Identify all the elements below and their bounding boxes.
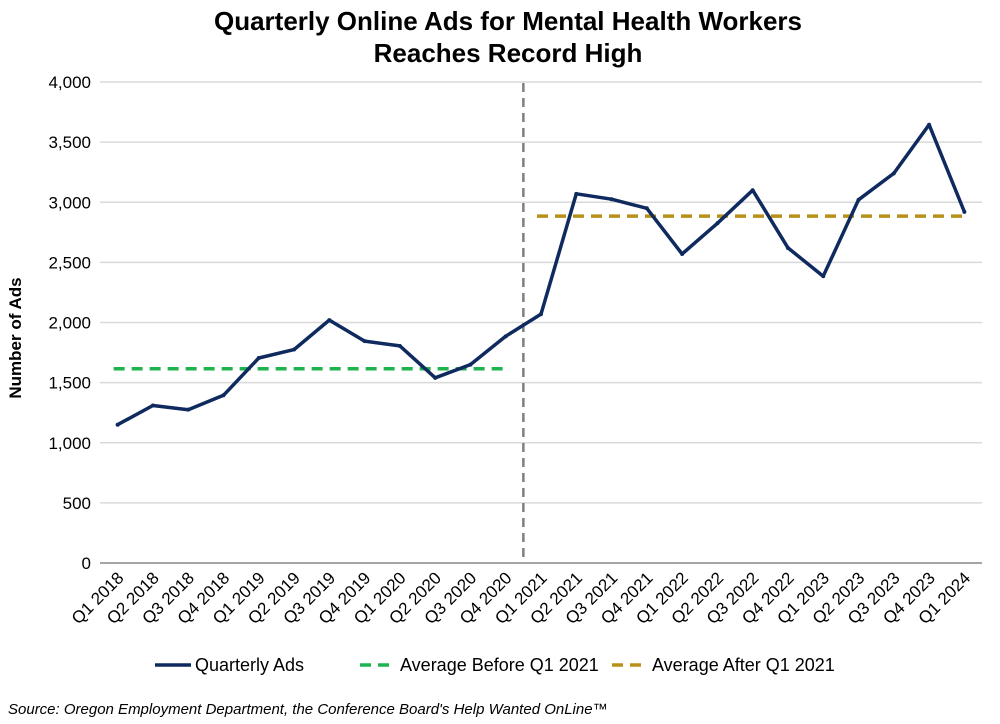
legend-label: Average Before Q1 2021	[400, 655, 599, 675]
quarterly-ads-point	[856, 197, 861, 202]
quarterly-ads-point	[891, 171, 896, 176]
y-axis-ticks: 0 500 1,000 1,500 2,000 2,500 3,000 3,500 4,000	[48, 73, 91, 573]
quarterly-ads-point	[644, 206, 649, 211]
quarterly-ads-point	[680, 251, 685, 256]
legend-label: Average After Q1 2021	[652, 655, 835, 675]
quarterly-ads-point	[539, 312, 543, 317]
quarterly-ads-point	[750, 188, 755, 193]
y-tick-label: 1,000	[48, 434, 91, 453]
quarterly-ads-point	[362, 339, 367, 344]
quarterly-ads-point	[150, 403, 155, 408]
quarterly-ads-point	[927, 122, 932, 127]
y-tick-label: 3,500	[48, 133, 91, 152]
gridlines	[100, 81, 982, 564]
quarterly-ads-point	[785, 245, 790, 250]
y-tick-label: 2,500	[48, 253, 91, 272]
quarterly-ads-point	[468, 362, 473, 367]
quarterly-ads-point	[186, 407, 191, 412]
quarterly-ads-point	[327, 318, 332, 323]
legend-label: Quarterly Ads	[195, 655, 304, 675]
chart-title-line-1: Quarterly Online Ads for Mental Health W…	[214, 6, 802, 36]
quarterly-ads-point	[821, 274, 826, 279]
quarterly-ads-point	[503, 334, 508, 339]
quarterly-ads-point	[609, 197, 614, 202]
chart-title-line-2: Reaches Record High	[374, 38, 643, 68]
quarterly-ads-point	[715, 221, 720, 226]
quarterly-ads-point	[292, 347, 297, 352]
source-note: Source: Oregon Employment Department, th…	[8, 701, 608, 718]
quarterly-ads-point	[256, 355, 261, 360]
quarterly-ads-point	[574, 191, 579, 196]
y-tick-label: 3,000	[48, 193, 91, 212]
quarterly-ads-line	[115, 122, 967, 427]
quarterly-ads-point	[397, 343, 402, 348]
quarterly-ads-point	[433, 375, 438, 380]
y-tick-label: 0	[82, 554, 91, 573]
quarterly-ads-point	[962, 209, 967, 214]
y-tick-label: 4,000	[48, 73, 91, 92]
y-tick-label: 1,500	[48, 374, 91, 393]
quarterly-ads-point	[115, 422, 120, 427]
y-tick-label: 500	[63, 494, 91, 513]
y-tick-label: 2,000	[48, 314, 91, 333]
plot-area	[113, 83, 969, 563]
quarterly-ads-point	[221, 393, 226, 398]
legend: Quarterly Ads Average Before Q1 2021 Avera…	[155, 655, 835, 675]
y-axis-label: Number of Ads	[6, 277, 25, 398]
